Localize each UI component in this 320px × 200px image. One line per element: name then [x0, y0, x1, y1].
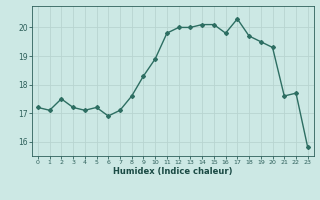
X-axis label: Humidex (Indice chaleur): Humidex (Indice chaleur): [113, 167, 233, 176]
